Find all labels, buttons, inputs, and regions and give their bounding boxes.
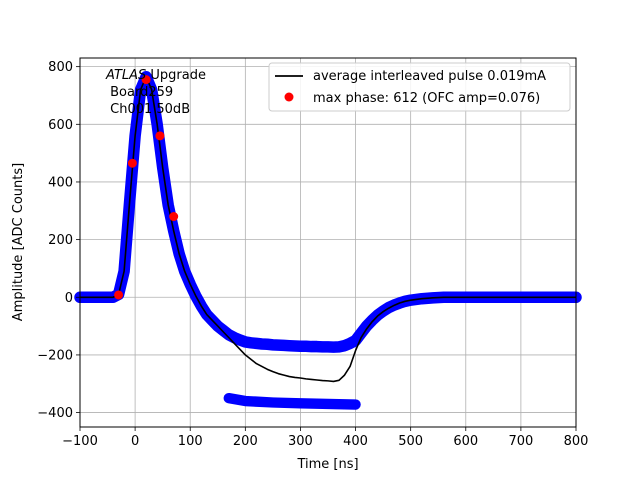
annotation-line-2: Board259 xyxy=(106,85,173,100)
annotation: ATLAS Upgrade Board259 Ch001 50dB xyxy=(105,68,206,117)
max-phase-point xyxy=(141,75,151,85)
x-tick-label: 200 xyxy=(233,434,258,449)
y-tick-label: −400 xyxy=(37,406,73,421)
plot-background xyxy=(80,58,576,427)
y-tick-label: −200 xyxy=(37,348,73,363)
annotation-upgrade: Upgrade xyxy=(146,68,206,83)
legend-entry-points: max phase: 612 (OFC amp=0.076) xyxy=(313,91,540,106)
y-tick-label: 200 xyxy=(48,233,73,248)
annotation-atlas: ATLAS xyxy=(105,68,146,83)
x-axis-label: Time [ns] xyxy=(296,457,358,472)
x-tick-label: 600 xyxy=(453,434,478,449)
y-tick-label: 800 xyxy=(48,60,73,75)
y-tick-label: 600 xyxy=(48,118,73,133)
x-tick-label: 500 xyxy=(398,434,423,449)
plot-frame xyxy=(79,57,577,428)
legend: average interleaved pulse 0.019mA max ph… xyxy=(268,62,571,112)
y-axis-ticks: −400 −200 0 200 400 600 800 xyxy=(37,60,80,421)
x-tick-label: 300 xyxy=(288,434,313,449)
max-phase-point xyxy=(127,158,137,168)
data-points xyxy=(114,75,179,300)
x-tick-label: 700 xyxy=(508,434,533,449)
max-phase-point xyxy=(114,290,124,300)
x-tick-label: 100 xyxy=(178,434,203,449)
max-phase-point xyxy=(169,212,179,222)
annotation-line-1: ATLAS Upgrade xyxy=(105,68,206,83)
average-pulse-line xyxy=(80,75,576,383)
legend-box xyxy=(268,62,571,112)
y-tick-label: 0 xyxy=(65,291,73,306)
y-axis-label: Amplitude [ADC Counts] xyxy=(11,163,26,321)
annotation-line-3: Ch001 50dB xyxy=(106,102,190,117)
max-phase-point xyxy=(155,131,165,141)
data-lines xyxy=(80,75,576,383)
legend-entry-line: average interleaved pulse 0.019mA xyxy=(313,69,546,84)
x-tick-label: 400 xyxy=(343,434,368,449)
x-tick-label: 800 xyxy=(564,434,589,449)
x-tick-label: −100 xyxy=(62,434,98,449)
x-axis-ticks: −100 0 100 200 300 400 500 600 700 800 xyxy=(62,427,588,449)
legend-swatch-point xyxy=(284,92,294,102)
x-tick-label: 0 xyxy=(131,434,139,449)
y-tick-label: 400 xyxy=(48,175,73,190)
scatter-band xyxy=(223,392,361,410)
